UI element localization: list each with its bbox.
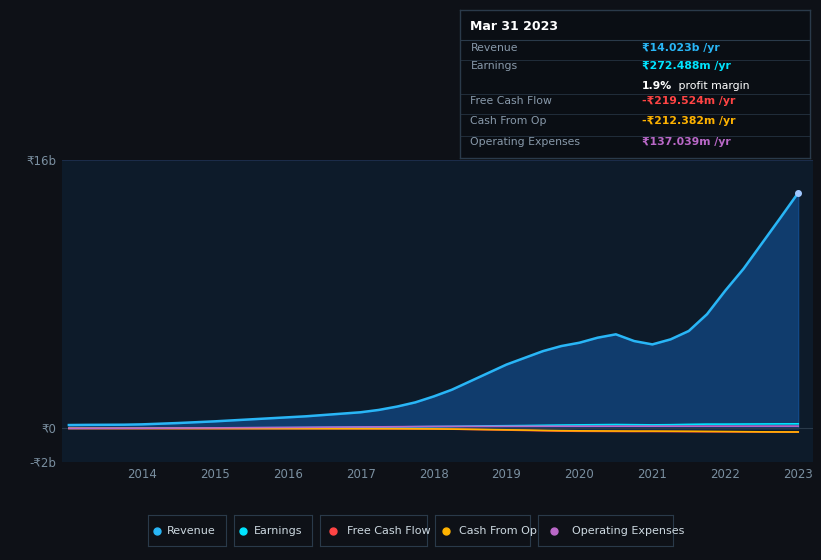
Text: Operating Expenses: Operating Expenses (470, 137, 580, 147)
Text: Earnings: Earnings (470, 61, 517, 71)
Text: Free Cash Flow: Free Cash Flow (347, 526, 430, 535)
Text: Cash From Op: Cash From Op (470, 116, 547, 126)
Text: Revenue: Revenue (167, 526, 216, 535)
Text: ₹137.039m /yr: ₹137.039m /yr (642, 137, 731, 147)
Text: Mar 31 2023: Mar 31 2023 (470, 20, 558, 34)
Text: ₹14.023b /yr: ₹14.023b /yr (642, 43, 720, 53)
Text: Free Cash Flow: Free Cash Flow (470, 96, 553, 106)
Text: Cash From Op: Cash From Op (459, 526, 537, 535)
Text: -₹219.524m /yr: -₹219.524m /yr (642, 96, 736, 106)
Text: 1.9%: 1.9% (642, 81, 672, 91)
Text: profit margin: profit margin (675, 81, 750, 91)
Text: -₹212.382m /yr: -₹212.382m /yr (642, 116, 736, 126)
Text: Operating Expenses: Operating Expenses (571, 526, 684, 535)
Text: Revenue: Revenue (470, 43, 518, 53)
Text: ₹272.488m /yr: ₹272.488m /yr (642, 61, 731, 71)
Text: Earnings: Earnings (254, 526, 302, 535)
